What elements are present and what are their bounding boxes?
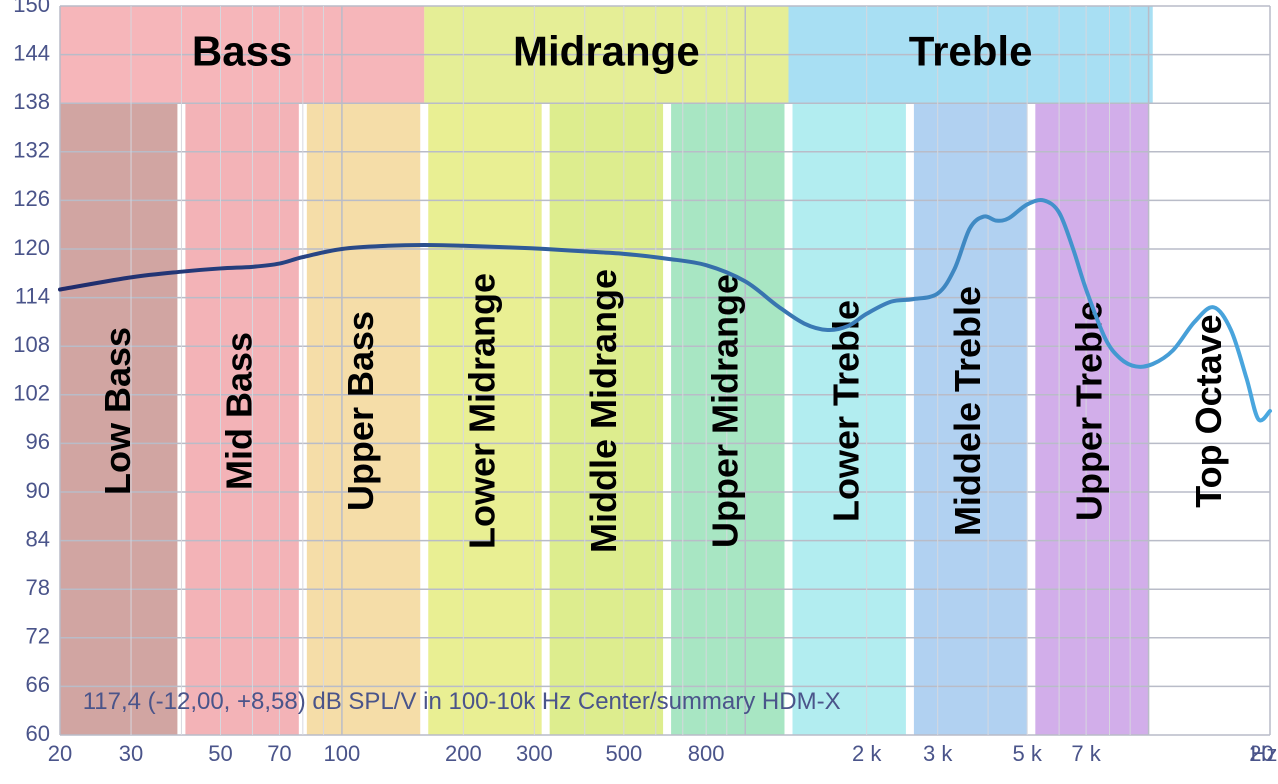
y-tick-label: 108 [13,332,50,357]
y-tick-label: 120 [13,235,50,260]
sub-band-label-upper-bass: Upper Bass [340,311,381,511]
y-tick-label: 60 [26,721,50,746]
y-tick-label: 126 [13,186,50,211]
y-tick-label: 72 [26,624,50,649]
y-tick-label: 114 [15,283,50,308]
y-tick-label: 96 [26,429,50,454]
y-tick-label: 144 [13,40,50,65]
caption-text: 117,4 (-12,00, +8,58) dB SPL/V in 100-10… [83,688,841,715]
header-label-bass: Bass [192,28,292,75]
y-tick-label: 102 [13,381,50,406]
header-label-treble: Treble [909,28,1033,75]
y-tick-label: 150 [13,0,50,17]
y-tick-label: 78 [26,575,50,600]
x-tick-label: 70 [267,741,291,766]
sub-band-label-middle-midrange: Middle Midrange [583,269,624,553]
y-tick-label: 90 [26,478,50,503]
x-tick-label: 3 k [923,741,953,766]
x-tick-label: 5 k [1012,741,1042,766]
x-tick-label: 800 [688,741,725,766]
x-tick-label: 20 [48,741,72,766]
sub-band-label-low-bass: Low Bass [97,327,138,495]
x-tick-label: 2 k [852,741,882,766]
y-tick-label: 66 [26,672,50,697]
sub-band-label-lower-midrange: Lower Midrange [461,273,502,549]
x-tick-label: 30 [119,741,143,766]
x-tick-label: 50 [208,741,232,766]
x-tick-label: 200 [445,741,482,766]
header-label-midrange: Midrange [513,28,700,75]
y-tick-label: 132 [13,138,50,163]
y-tick-label: 84 [26,526,50,551]
x-tick-label: 100 [324,741,361,766]
sub-band-label-middele-treble: Middele Treble [947,286,988,536]
sub-band-label-upper-midrange: Upper Midrange [704,274,745,548]
sub-band-label-mid-bass: Mid Bass [219,332,260,490]
y-tick-label: 138 [13,89,50,114]
frequency-response-chart: 60 66 72 78 84 90 96 102 108 114 120 126 132 138 144 15… [0,0,1278,784]
x-unit-label: Hz [1251,741,1278,766]
sub-band-label-top-octave: Top Octave [1188,314,1229,507]
x-tick-label: 7 k [1071,741,1101,766]
sub-band-label-lower-treble: Lower Treble [826,300,867,522]
x-tick-label: 500 [605,741,642,766]
x-tick-label: 300 [516,741,553,766]
